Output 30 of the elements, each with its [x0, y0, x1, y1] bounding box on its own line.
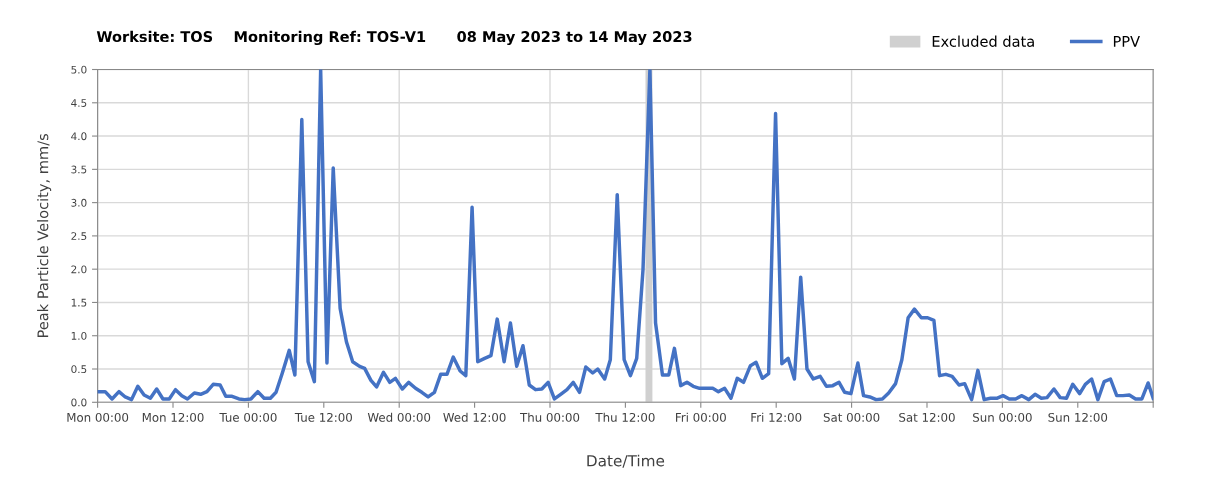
- y-tick-label: 4.5: [71, 99, 87, 107]
- x-tick-label: Sun 00:00: [973, 412, 1032, 422]
- x-tick-label: Fri 00:00: [676, 412, 726, 422]
- y-axis-title: Peak Particle Velocity, mm/s: [37, 134, 52, 338]
- y-tick-label: 1.5: [71, 298, 87, 307]
- x-tick-label: Sun 12:00: [1048, 412, 1108, 422]
- legend-label: Excluded data: [932, 35, 1034, 47]
- x-tick-label: Wed 00:00: [367, 412, 431, 422]
- y-tick-label: 3.0: [71, 198, 87, 207]
- x-tick-label: Thu 12:00: [595, 412, 655, 422]
- x-tick-label: Mon 00:00: [67, 412, 129, 422]
- y-tick-label: 0.5: [71, 365, 87, 374]
- x-tick-label: Mon 12:00: [142, 412, 204, 422]
- y-tick-label: 2.0: [71, 265, 87, 274]
- x-axis-title: Date/Time: [587, 454, 665, 468]
- y-tick-label: 3.5: [71, 165, 87, 174]
- chart-title: Worksite: TOS Monitoring Ref: TOS-V1 08 May 2023 to 14 May 2023: [96, 30, 692, 46]
- x-tick-label: Wed 12:00: [443, 412, 506, 422]
- x-tick-label: Thu 00:00: [519, 412, 580, 422]
- y-tick-label: 1.0: [71, 331, 87, 340]
- legend-label: PPV: [1113, 36, 1140, 47]
- y-tick-label: 4.0: [71, 132, 87, 141]
- x-tick-label: Sat 00:00: [823, 412, 880, 422]
- x-tick-label: Fri 12:00: [751, 412, 802, 422]
- x-tick-label: Tue 12:00: [294, 412, 352, 422]
- y-tick-label: 0.0: [71, 398, 87, 407]
- x-tick-label: Sat 12:00: [899, 412, 955, 422]
- x-tick-label: Tue 00:00: [219, 412, 277, 422]
- y-tick-label: 5.0: [71, 65, 87, 74]
- y-tick-label: 2.5: [71, 232, 87, 241]
